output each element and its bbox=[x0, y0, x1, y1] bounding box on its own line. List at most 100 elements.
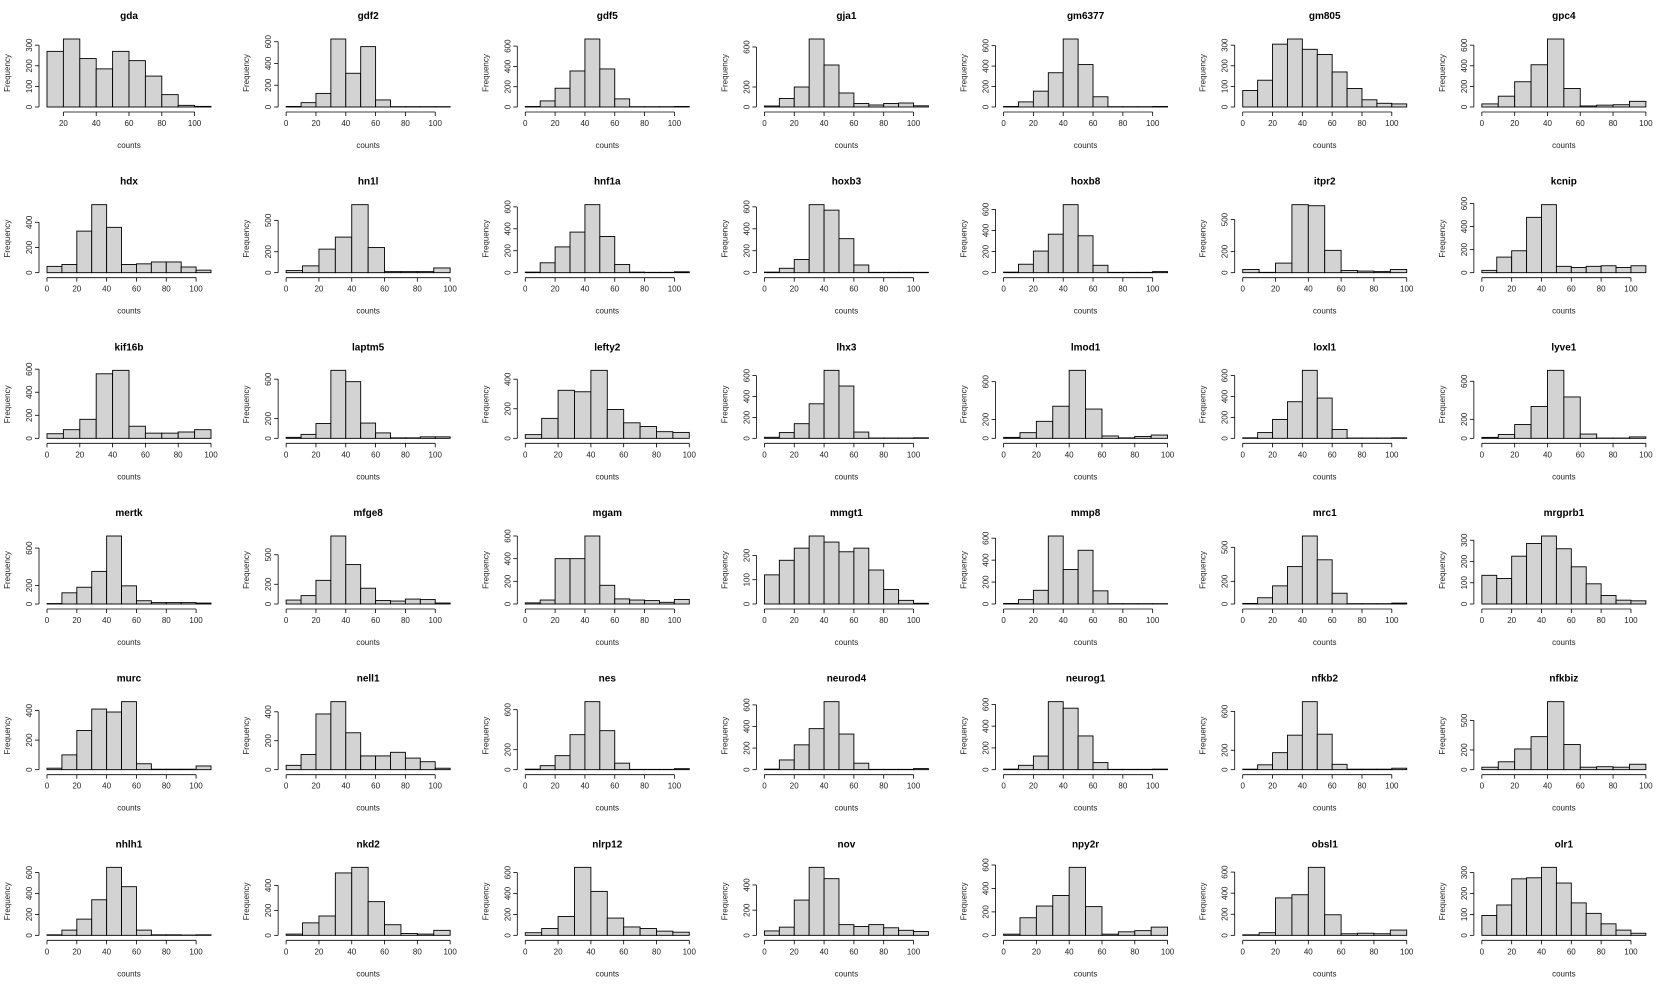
chart-title: hn1l bbox=[358, 177, 379, 188]
y-tick-label: 400 bbox=[264, 878, 273, 892]
y-axis-label: Frequency bbox=[242, 551, 251, 589]
histogram-bar bbox=[763, 574, 780, 605]
y-tick-label: 600 bbox=[25, 865, 34, 879]
y-tick-label: 0 bbox=[1221, 767, 1230, 772]
y-tick-label: 0 bbox=[1221, 104, 1230, 109]
y-tick-label: 0 bbox=[1460, 601, 1469, 606]
x-tick-label: 80 bbox=[1609, 119, 1618, 128]
x-tick-label: 20 bbox=[314, 285, 323, 294]
y-tick-label: 200 bbox=[503, 574, 512, 588]
y-tick-label: 200 bbox=[264, 245, 273, 259]
x-tick-label: 60 bbox=[849, 616, 858, 625]
y-tick-label: 0 bbox=[1221, 270, 1230, 275]
y-axis-label: Frequency bbox=[960, 220, 969, 258]
y-tick-label: 100 bbox=[25, 79, 34, 93]
x-tick-label: 0 bbox=[1001, 947, 1006, 956]
chart-title: murc bbox=[117, 674, 142, 685]
x-tick-label: 80 bbox=[401, 616, 410, 625]
histogram-bar bbox=[1062, 204, 1079, 274]
histogram-bar bbox=[76, 918, 93, 936]
histogram-bar bbox=[433, 267, 451, 274]
histogram-bar bbox=[345, 564, 362, 605]
x-tick-label: 20 bbox=[551, 285, 560, 294]
x-axis-label: counts bbox=[117, 307, 141, 316]
x-tick-label: 20 bbox=[790, 947, 799, 956]
x-tick-label: 60 bbox=[371, 616, 380, 625]
y-axis-label: Frequency bbox=[3, 882, 12, 920]
x-tick-label: 60 bbox=[371, 450, 380, 459]
x-tick-label: 40 bbox=[580, 616, 589, 625]
histogram-bar bbox=[1514, 748, 1532, 771]
x-tick-label: 100 bbox=[1385, 782, 1399, 791]
chart-title: hdx bbox=[120, 177, 138, 188]
histogram-bar bbox=[639, 426, 657, 439]
histogram-bar bbox=[1152, 271, 1169, 274]
x-tick-label: 100 bbox=[189, 285, 203, 294]
y-axis-label: Frequency bbox=[960, 551, 969, 589]
x-axis-label: counts bbox=[1313, 638, 1337, 647]
x-tick-label: 20 bbox=[312, 450, 321, 459]
histogram-bar bbox=[614, 762, 631, 771]
y-tick-label: 400 bbox=[982, 223, 991, 237]
histogram-bar bbox=[1570, 267, 1587, 274]
y-tick-label: 200 bbox=[1221, 244, 1230, 258]
y-tick-label: 100 bbox=[742, 572, 751, 586]
x-tick-label: 80 bbox=[640, 285, 649, 294]
histogram-bar bbox=[1324, 914, 1342, 936]
y-tick-label: 0 bbox=[742, 601, 751, 606]
y-tick-label: 0 bbox=[742, 933, 751, 938]
histogram-bar bbox=[673, 768, 690, 771]
chart-title: itpr2 bbox=[1314, 177, 1336, 188]
x-axis-label: counts bbox=[1552, 307, 1576, 316]
x-axis-label: counts bbox=[1313, 804, 1337, 813]
x-tick-label: 100 bbox=[189, 947, 203, 956]
x-tick-label: 100 bbox=[429, 782, 443, 791]
histogram-bar bbox=[623, 926, 641, 936]
histogram-bar bbox=[1630, 265, 1647, 274]
x-tick-label: 20 bbox=[314, 947, 323, 956]
histogram-bar bbox=[778, 432, 795, 439]
y-tick-label: 600 bbox=[982, 38, 991, 52]
histogram-panel: nlrp12 0 200 400 600 Frequency 0 20 40 60 80 100 cou… bbox=[481, 839, 696, 978]
y-axis-label: Frequency bbox=[242, 385, 251, 423]
y-tick-label: 300 bbox=[1221, 38, 1230, 52]
x-tick-label: 0 bbox=[1240, 450, 1245, 459]
histogram-bar bbox=[584, 535, 601, 605]
y-tick-label: 400 bbox=[982, 553, 991, 567]
y-tick-label: 200 bbox=[1460, 886, 1469, 900]
histogram-bar bbox=[808, 866, 825, 936]
y-tick-label: 0 bbox=[264, 270, 273, 275]
histogram-bar bbox=[165, 934, 182, 936]
histogram-bar bbox=[868, 924, 885, 936]
histogram-bar bbox=[1035, 420, 1054, 439]
histogram-bar bbox=[375, 600, 391, 605]
histogram-bar bbox=[79, 58, 97, 108]
histogram-bar bbox=[177, 104, 196, 108]
y-tick-label: 200 bbox=[264, 734, 273, 748]
histogram-bar bbox=[1242, 90, 1259, 108]
x-tick-label: 20 bbox=[1268, 119, 1277, 128]
histogram-bar bbox=[913, 602, 929, 605]
histogram-bar bbox=[46, 50, 64, 108]
y-tick-label: 0 bbox=[742, 767, 751, 772]
histogram-bar bbox=[778, 759, 795, 771]
histogram-bar bbox=[62, 38, 81, 108]
x-tick-label: 100 bbox=[1639, 450, 1653, 459]
x-tick-label: 40 bbox=[1059, 119, 1068, 128]
histogram-bar bbox=[599, 68, 616, 108]
histogram-bar bbox=[1092, 762, 1109, 771]
x-tick-label: 0 bbox=[523, 285, 528, 294]
x-tick-label: 100 bbox=[907, 947, 921, 956]
histogram-bar bbox=[46, 934, 63, 936]
histogram-bar bbox=[1152, 106, 1169, 108]
x-tick-label: 60 bbox=[1567, 285, 1576, 294]
histogram-bar bbox=[590, 369, 608, 439]
y-tick-label: 200 bbox=[742, 741, 751, 755]
histogram-bar bbox=[1035, 905, 1054, 936]
histogram-bar bbox=[823, 878, 840, 936]
y-tick-label: 0 bbox=[264, 933, 273, 938]
histogram-panel: lyve1 0 200 600 Frequency 0 20 40 60 80 100 counts bbox=[1438, 342, 1653, 481]
histogram-bar bbox=[1331, 592, 1348, 605]
histogram-panel: mrgprb1 0 100 200 300 Frequency 0 20 40 60 80 100 co… bbox=[1438, 508, 1647, 647]
x-tick-label: 0 bbox=[1240, 285, 1245, 294]
